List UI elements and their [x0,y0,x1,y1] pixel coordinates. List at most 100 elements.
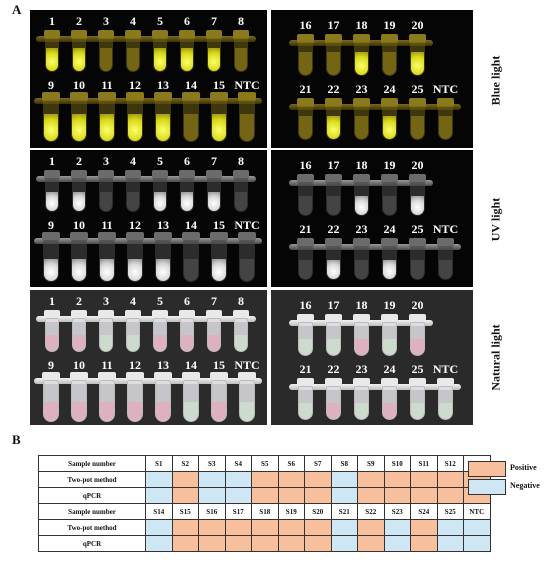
sample-tube [353,238,370,280]
row-label: qPCR [38,535,146,552]
sample-tube [98,170,114,212]
result-cell [251,471,279,488]
tube-number-label: 10 [73,218,85,232]
natural-light-label: Natural light [488,324,503,391]
result-cell [330,471,358,488]
tube-number-label: 1 [49,14,55,28]
tube-rack-rail [36,36,256,42]
result-cell [410,519,438,536]
sample-tube [297,314,314,356]
sample-cell: S3 [198,455,226,472]
tube-number-label: 14 [185,358,197,372]
row-label: Sample number [38,503,146,520]
sample-tube [437,98,454,140]
result-cell [145,535,173,552]
result-cell [251,535,279,552]
result-cell [224,471,252,488]
result-cell [277,519,305,536]
sample-cell: S21 [330,503,358,520]
tube-number-label: NTC [432,222,459,236]
sample-tube [353,98,370,140]
tube-number-label: 21 [299,362,312,376]
tube-number-label: 3 [103,294,109,308]
tube-number-label: NTC [234,218,260,232]
result-cell [145,487,173,504]
sample-tube [126,92,144,142]
sample-cell: S4 [224,455,252,472]
result-cell [383,487,411,504]
tube-number-label: NTC [432,362,459,376]
result-cell [198,471,226,488]
sample-cell: S25 [436,503,464,520]
sample-tube [44,170,60,212]
tube-number-label: 10 [73,78,85,92]
sample-tube [409,314,426,356]
result-cell [436,519,464,536]
sample-cell: S19 [277,503,305,520]
sample-cell: S20 [304,503,332,520]
tube-number-label: 2 [76,294,82,308]
tube-number-label: 22 [327,82,340,96]
tube-number-label: 3 [103,154,109,168]
result-cell [198,519,226,536]
result-cell [357,487,385,504]
sample-tube [325,34,342,76]
sample-tube [381,378,398,420]
sample-cell: NTC [463,503,491,520]
tube-number-label: 16 [299,298,312,312]
sample-tube [152,170,168,212]
result-cell [171,487,199,504]
result-cell [357,535,385,552]
sample-cell: S18 [251,503,279,520]
tube-number-label: 25 [411,222,424,236]
tube-number-label: 20 [411,158,424,172]
tube-number-label: 13 [157,358,169,372]
table-row: Two-pot method [38,471,491,488]
tube-number-label: 22 [327,222,340,236]
sample-tube [353,174,370,216]
result-cell [145,471,173,488]
sample-tube [409,378,426,420]
sample-tube [206,30,222,72]
sample-cell: S12 [436,455,464,472]
sample-tube [381,314,398,356]
result-cell [171,471,199,488]
tube-number-label: 11 [101,218,113,232]
sample-tube [70,92,88,142]
sample-tube [297,174,314,216]
result-cell [198,535,226,552]
sample-tube [238,372,256,422]
sample-tube [437,378,454,420]
sample-tube [437,238,454,280]
sample-tube [98,30,114,72]
sample-tube [98,310,114,352]
result-cell [357,471,385,488]
sample-tube [206,170,222,212]
sample-tube [381,34,398,76]
row-label: qPCR [38,487,146,504]
table-row: Sample number S14 S15 S16 S17 S18 S19 S20 S21 S22… [38,503,491,520]
panel-a-label: A [12,2,22,17]
result-cell [436,487,464,504]
sample-cell: S22 [357,503,385,520]
sample-tube [154,372,172,422]
row-label: Two-pot method [38,519,146,536]
sample-tube [42,92,60,142]
sample-tube [126,372,144,422]
result-cell [330,535,358,552]
sample-cell: S8 [330,455,358,472]
tube-number-label: 19 [383,298,396,312]
tube-number-label: 6 [184,14,190,28]
sample-cell: S10 [383,455,411,472]
result-cell [383,519,411,536]
sample-tube [98,372,116,422]
result-cell [463,535,491,552]
tube-number-label: 24 [383,82,396,96]
tube-number-label: 17 [327,158,340,172]
tube-number-label: 19 [383,158,396,172]
result-cell [410,471,438,488]
sample-tube [325,238,342,280]
result-cell [145,519,173,536]
sample-tube [210,92,228,142]
sample-cell: S23 [383,503,411,520]
